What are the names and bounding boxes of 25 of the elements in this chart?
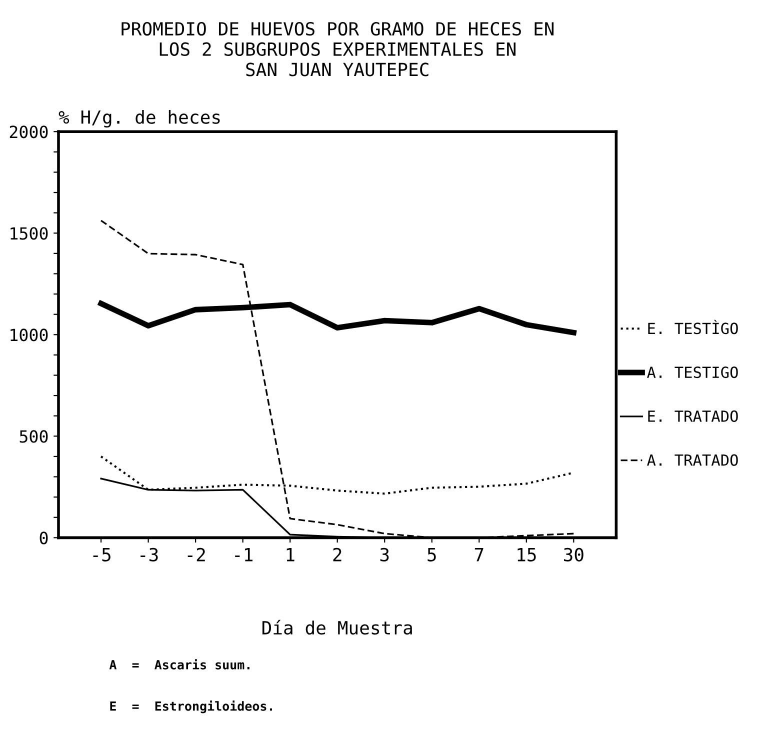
text: A = Ascaris suum. xyxy=(109,659,250,670)
y-axis-title: % H/g. de heces xyxy=(58,110,220,128)
y-tick-label: 2000 xyxy=(10,126,48,138)
x-axis-title: Día de Muestra xyxy=(262,620,412,635)
x-tick-label: 30 xyxy=(564,548,584,562)
x-tick-label: -3 xyxy=(140,548,158,562)
y-tick-label: 1000 xyxy=(10,328,48,342)
x-tick-label: -2 xyxy=(188,548,205,562)
y-tick-label: 0 xyxy=(40,532,48,544)
y-tick-label: 500 xyxy=(20,430,48,443)
x-tick-label: 7 xyxy=(474,548,484,562)
y-tick-label: 1500 xyxy=(10,227,48,240)
chart-title: PROMEDIO DE HUEVOS POR GRAMO DE HECES EN LOS 2 SUBGRUPOS EXPERIMENTALES EN SAN JUAN YAUTEPEC xyxy=(122,22,554,76)
x-tick-label: 15 xyxy=(518,548,536,562)
x-tick-label: -5 xyxy=(93,548,110,562)
legend-label: E. TRATADO xyxy=(648,410,738,422)
x-tick-label: 3 xyxy=(380,548,389,562)
legend-label: E. TESTÌGO xyxy=(648,320,738,334)
x-tick-label: 5 xyxy=(428,548,436,562)
x-tick-label: -1 xyxy=(235,548,252,562)
text: E = Estrongiloideos. xyxy=(110,700,272,714)
x-tick-label: 2 xyxy=(333,548,342,562)
legend-label: A. TESTIGO xyxy=(647,366,738,378)
x-tick-label: 1 xyxy=(286,548,294,562)
legend-label: A. TRATADO xyxy=(647,454,738,466)
